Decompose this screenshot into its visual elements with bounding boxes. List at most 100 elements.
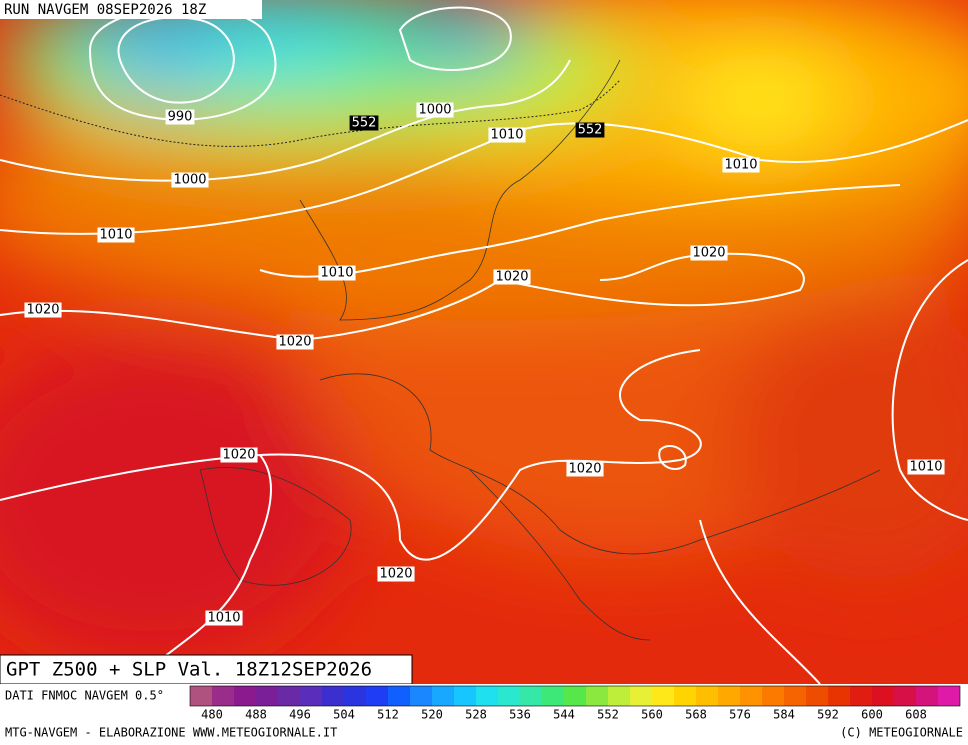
colorbar-swatch [542, 686, 564, 706]
colorbar-swatch [344, 686, 366, 706]
header-box: RUN NAVGEM 08SEP2026 18Z [0, 0, 262, 19]
colorbar-swatch [828, 686, 850, 706]
slp-label-bg [488, 127, 526, 143]
colorbar-label: 536 [509, 708, 531, 722]
slp-label: 1020 [377, 566, 415, 582]
map-field [0, 0, 968, 684]
slp-label: 1020 [24, 302, 62, 318]
slp-label-text: 1000 [418, 103, 451, 118]
slp-label-text: 1010 [320, 266, 353, 281]
slp-label-bg [171, 172, 209, 188]
colorbar-swatch [366, 686, 388, 706]
colorbar-swatch [938, 686, 960, 706]
colorbar-label: 512 [377, 708, 399, 722]
colorbar-label: 480 [201, 708, 223, 722]
colorbar-swatch [322, 686, 344, 706]
slp-label-bg [318, 265, 356, 281]
colorbar-label: 600 [861, 708, 883, 722]
colorbar-swatch [520, 686, 542, 706]
slp-label: 1010 [907, 459, 945, 475]
colorbar-swatch [476, 686, 498, 706]
coastlines [199, 59, 881, 641]
slp-label-bg [690, 245, 728, 261]
slp-label-text: 990 [168, 110, 193, 125]
colorbar-swatch [806, 686, 828, 706]
slp-label-text: 1020 [379, 567, 412, 582]
colorbar-swatch [256, 686, 278, 706]
colorbar-label: 560 [641, 708, 663, 722]
colorbar-swatch [762, 686, 784, 706]
colorbar-swatch [586, 686, 608, 706]
colorbar-swatch [278, 686, 300, 706]
colorbar-label: 544 [553, 708, 575, 722]
slp-label-bg [24, 302, 62, 318]
slp-label-bg [566, 461, 604, 477]
slp-label-text: 1020 [495, 270, 528, 285]
blob [0, 340, 350, 660]
slp-label: 1020 [220, 447, 258, 463]
z500-label: 552 [349, 115, 379, 131]
colorbar-swatch [498, 686, 520, 706]
slp-label-bg [722, 157, 760, 173]
slp-label: 1000 [416, 102, 454, 118]
slp-label: 1000 [171, 172, 209, 188]
slp-label-bg [377, 566, 415, 582]
slp-label: 1010 [318, 265, 356, 281]
z500-label-text: 552 [352, 116, 377, 131]
z500-label-bg [575, 122, 605, 138]
colorbar-swatch [718, 686, 740, 706]
slp-label: 1020 [276, 334, 314, 350]
credit-label: MTG-NAVGEM - ELABORAZIONE WWW.METEOGIORN… [5, 726, 337, 740]
colorbar-label: 504 [333, 708, 355, 722]
colorbar-swatch [784, 686, 806, 706]
slp-label-bg [907, 459, 945, 475]
slp-label-text: 1010 [99, 228, 132, 243]
slp-label-text: 1010 [207, 611, 240, 626]
copyright-label: (C) METEOGIORNALE [840, 726, 963, 740]
slp-label-text: 1000 [173, 173, 206, 188]
slp-label-bg [165, 109, 195, 125]
map-title: GPT Z500 + SLP Val. 18Z12SEP2026 [6, 659, 372, 681]
z500-label-text: 552 [578, 123, 603, 138]
colorbar-swatch [432, 686, 454, 706]
slp-label-text: 1020 [692, 246, 725, 261]
blob [100, 30, 220, 90]
slp-label-text: 1020 [26, 303, 59, 318]
colorbar-swatch [916, 686, 938, 706]
title-bg [0, 654, 413, 685]
colorbar-swatch [850, 686, 872, 706]
blob [400, 10, 520, 60]
contour-labels: 990 1000 1010 1010 1000 1010 1010 1020 1020 1020 1… [24, 102, 945, 626]
slp-label: 1010 [488, 127, 526, 143]
colorbar-swatch [388, 686, 410, 706]
slp-label: 1020 [690, 245, 728, 261]
slp-label-text: 1010 [724, 158, 757, 173]
slp-label-text: 1020 [222, 448, 255, 463]
slp-label: 1020 [566, 461, 604, 477]
colorbar-swatch [190, 686, 212, 706]
colorbar-swatch [652, 686, 674, 706]
colorbar-label: 592 [817, 708, 839, 722]
colorbar-label: 488 [245, 708, 267, 722]
slp-label-text: 1020 [278, 335, 311, 350]
colorbar-swatch [696, 686, 718, 706]
blob [730, 300, 968, 580]
colorbar-swatch [564, 686, 586, 706]
blob [670, 50, 850, 150]
colorbar-frame [189, 685, 961, 707]
colorbar-label: 552 [597, 708, 619, 722]
slp-label: 1010 [205, 610, 243, 626]
colorbar-label: 496 [289, 708, 311, 722]
colorbar-swatch [300, 686, 322, 706]
z500-label-bg [349, 115, 379, 131]
slp-label: 1010 [97, 227, 135, 243]
colorbar-label: 528 [465, 708, 487, 722]
colorbar-swatch [608, 686, 630, 706]
colorbar-swatch [410, 686, 432, 706]
source-label: DATI FNMOC NAVGEM 0.5° [5, 689, 164, 703]
colorbar-swatch [454, 686, 476, 706]
header-bg [0, 0, 262, 19]
slp-label-bg [220, 447, 258, 463]
run-label: RUN NAVGEM 08SEP2026 18Z [4, 2, 206, 18]
